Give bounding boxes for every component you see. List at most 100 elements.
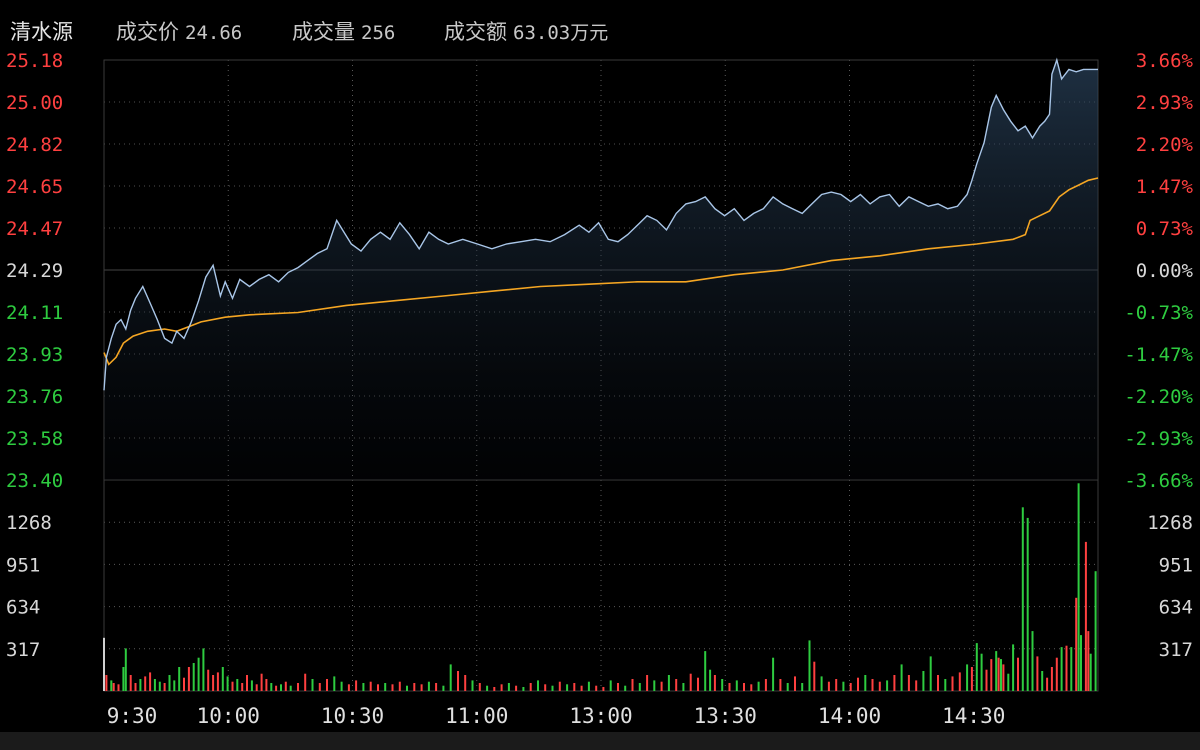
volume-bar [735, 680, 738, 691]
price-tick-label: 23.76 [6, 386, 63, 408]
volume-bar [835, 679, 838, 691]
volume-bar [827, 681, 830, 691]
volume-bar [384, 683, 387, 691]
time-tick-label: 13:30 [694, 704, 757, 728]
axis-labels: 25.18 25.00 24.82 24.65 24.47 24.29 24.11 23.93… [6, 50, 1194, 728]
volume-bar [515, 685, 518, 691]
stock-name: 清水源 [10, 20, 73, 44]
volume-bar [580, 685, 583, 691]
time-tick-label: 11:00 [445, 704, 508, 728]
volume-bar [457, 671, 459, 691]
volume-bar [660, 681, 663, 691]
volume-bar [117, 684, 120, 691]
volume-bar [255, 684, 258, 691]
volume-bar [849, 683, 852, 691]
amount-value: 63.03万元 [513, 22, 609, 44]
volume-bar [529, 683, 532, 691]
volume-bar [144, 676, 147, 691]
time-tick-label: 10:00 [197, 704, 260, 728]
percent-tick-label: 2.93% [1136, 92, 1194, 114]
volume-bar [275, 685, 278, 691]
volume-bar [1002, 664, 1005, 691]
volume-bar [178, 667, 181, 691]
price-tick-label: 23.40 [6, 470, 63, 492]
price-tick-label: 24.47 [6, 218, 63, 240]
volume-bar [721, 679, 724, 691]
time-tick-label: 9:30 [107, 704, 158, 728]
time-tick-label: 14:30 [942, 704, 1005, 728]
volume-bar [1080, 635, 1082, 691]
volume-bar [980, 653, 983, 691]
percent-tick-label: -2.93% [1124, 428, 1193, 450]
volume-bar [551, 685, 554, 691]
volume-bar [1089, 653, 1092, 691]
volume-bar [653, 680, 656, 691]
volume-bar [391, 684, 394, 691]
volume-bar [212, 675, 215, 691]
volume-bar [624, 685, 627, 691]
price-tick-label: 24.65 [6, 176, 63, 198]
percent-tick-label: 3.66% [1136, 50, 1194, 72]
volume-tick-label-right: 317 [1159, 639, 1193, 661]
volume-tick-label-left: 634 [6, 597, 40, 619]
price-tick-label: 24.29 [6, 260, 63, 282]
volume-bar [413, 683, 416, 691]
volume-bar [1060, 647, 1063, 691]
volume-bar [471, 680, 474, 691]
volume-tick-label-left: 317 [6, 639, 40, 661]
volume-bar [922, 671, 925, 691]
volume-bar [704, 651, 707, 691]
volume-bar [794, 676, 796, 691]
volume-tick-label-right: 634 [1159, 597, 1193, 619]
volume-bar [1094, 571, 1097, 691]
volume-bar [124, 648, 127, 691]
time-tick-label: 13:00 [569, 704, 632, 728]
volume-bar [347, 684, 350, 691]
volume-bar [427, 681, 430, 691]
volume-bar [134, 683, 137, 691]
volume-bar [1077, 483, 1080, 691]
volume-bar [1007, 673, 1010, 691]
volume-bar [112, 683, 115, 691]
volume-bar [1065, 645, 1068, 691]
volume-bar [197, 657, 200, 691]
volume-bar [1012, 644, 1015, 691]
time-tick-label: 14:00 [818, 704, 881, 728]
volume-bar [1084, 541, 1087, 691]
volume-bar [970, 667, 973, 691]
price-line [103, 57, 1098, 391]
volume-bar [478, 683, 481, 691]
volume-bar [667, 675, 670, 691]
volume-bar [786, 683, 789, 691]
volume-bar [842, 681, 845, 691]
price-tick-label: 24.82 [6, 134, 63, 156]
volume-bar [500, 684, 503, 691]
volume-bar [900, 664, 903, 691]
volume-bar [442, 685, 445, 691]
volume-bar [864, 675, 867, 691]
volume-tick-label-left: 951 [6, 554, 40, 576]
volume-bar [915, 680, 918, 691]
volume-bar [757, 681, 760, 691]
volume-bar [682, 683, 685, 691]
volume-bar [609, 680, 612, 691]
volume-bar [340, 681, 343, 691]
volume-bar [250, 680, 253, 691]
volume-bar [631, 679, 634, 691]
volume-bar [587, 681, 590, 691]
volume-bar [289, 685, 292, 691]
percent-tick-label: -3.66% [1124, 470, 1193, 492]
percent-tick-label: -2.20% [1124, 386, 1193, 408]
volume-tick-label-left: 1268 [6, 512, 52, 534]
volume-bar [362, 683, 365, 691]
price-value: 24.66 [185, 22, 243, 44]
volume-bar [139, 679, 142, 691]
volume-bar [801, 683, 804, 691]
volume-bar [779, 679, 782, 691]
volume-bar [871, 679, 874, 691]
price-tick-label: 25.00 [6, 92, 63, 114]
percent-tick-label: 0.73% [1136, 218, 1194, 240]
volume-bar [1026, 517, 1029, 691]
volume-bar [743, 683, 745, 691]
volume-bar [544, 684, 547, 691]
